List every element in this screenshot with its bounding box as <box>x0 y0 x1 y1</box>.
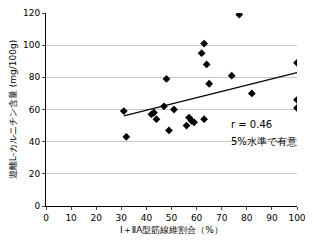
svg-text:30: 30 <box>116 213 128 223</box>
svg-text:80: 80 <box>29 72 41 82</box>
svg-text:r = 0.46: r = 0.46 <box>231 119 272 130</box>
svg-text:100: 100 <box>288 213 305 223</box>
svg-text:60: 60 <box>191 213 203 223</box>
svg-text:5%水準で有意: 5%水準で有意 <box>231 136 297 147</box>
svg-text:Ⅰ＋ⅡA型筋線維割合（%）: Ⅰ＋ⅡA型筋線維割合（%） <box>120 225 223 235</box>
svg-text:0: 0 <box>34 201 40 211</box>
svg-text:0: 0 <box>43 213 49 223</box>
svg-text:70: 70 <box>216 213 228 223</box>
svg-text:遊離L-カルニチン含量 (mg/100g): 遊離L-カルニチン含量 (mg/100g) <box>8 40 18 179</box>
svg-text:100: 100 <box>23 40 40 50</box>
svg-text:80: 80 <box>241 213 253 223</box>
svg-text:120: 120 <box>23 8 40 18</box>
svg-text:50: 50 <box>166 213 178 223</box>
svg-text:20: 20 <box>90 213 102 223</box>
svg-text:60: 60 <box>29 105 41 115</box>
svg-text:40: 40 <box>29 137 41 147</box>
svg-text:10: 10 <box>65 213 77 223</box>
svg-text:20: 20 <box>29 169 41 179</box>
svg-text:40: 40 <box>141 213 153 223</box>
svg-text:90: 90 <box>266 213 278 223</box>
